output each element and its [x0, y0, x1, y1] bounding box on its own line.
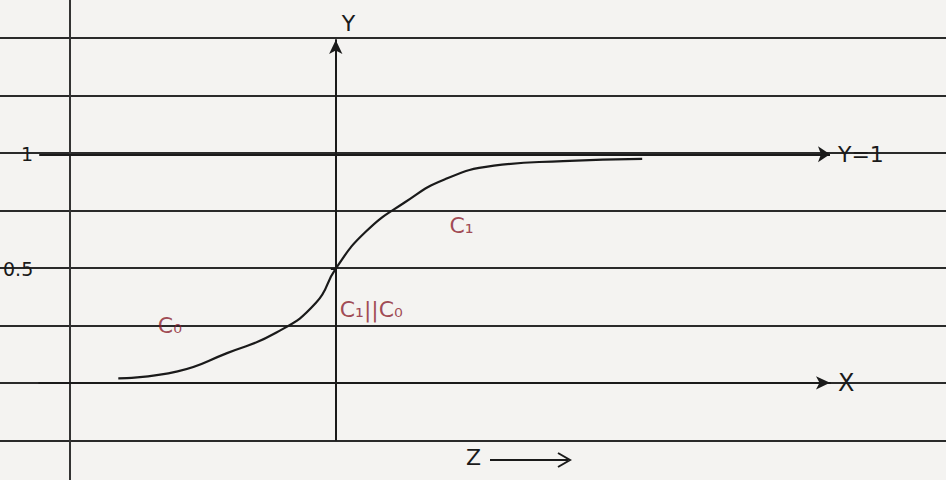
- svg-text:Y: Y: [341, 11, 356, 36]
- svg-text:C₁: C₁: [449, 213, 473, 238]
- svg-text:0.5: 0.5: [3, 258, 33, 280]
- svg-text:X: X: [838, 369, 854, 397]
- svg-text:1: 1: [21, 143, 33, 165]
- svg-text:Y=1: Y=1: [837, 142, 884, 167]
- svg-text:C₀: C₀: [158, 313, 182, 338]
- svg-text:C₁||C₀: C₁||C₀: [340, 297, 403, 323]
- svg-text:Z: Z: [466, 445, 481, 470]
